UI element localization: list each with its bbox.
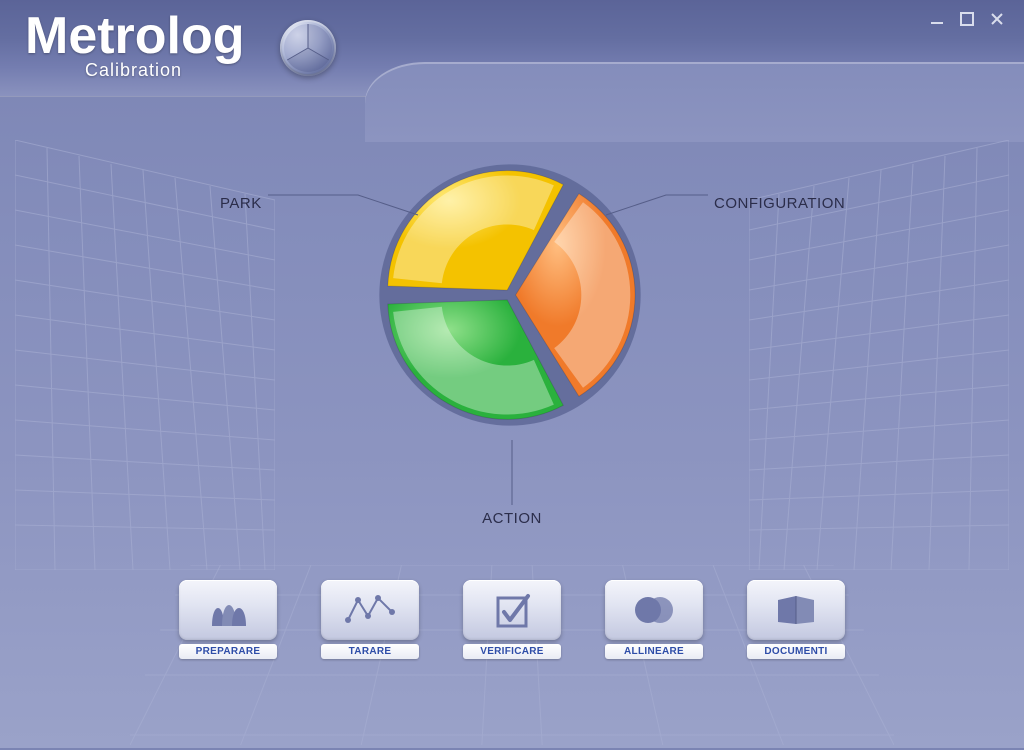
brand-name: Metrolog bbox=[25, 10, 245, 62]
maximize-button[interactable] bbox=[958, 10, 976, 28]
pie-label-config: CONFIGURATION bbox=[714, 195, 845, 212]
tarare-label: TARARE bbox=[321, 644, 419, 659]
minimize-button[interactable] bbox=[928, 10, 946, 28]
header-pie-icon bbox=[280, 20, 336, 76]
preparare-icon bbox=[179, 580, 277, 640]
close-button[interactable] bbox=[988, 10, 1006, 28]
documenti-icon bbox=[747, 580, 845, 640]
verificare-button[interactable]: VERIFICARE bbox=[463, 580, 561, 659]
main-pie-menu bbox=[370, 155, 650, 435]
allineare-icon bbox=[605, 580, 703, 640]
app-header: Metrolog Calibration bbox=[0, 0, 1024, 96]
verificare-label: VERIFICARE bbox=[463, 644, 561, 659]
verificare-icon bbox=[463, 580, 561, 640]
header-notch bbox=[365, 62, 1024, 142]
tarare-icon bbox=[321, 580, 419, 640]
allineare-button[interactable]: ALLINEARE bbox=[605, 580, 703, 659]
app-logo: Metrolog Calibration bbox=[25, 10, 245, 81]
pie-label-park: PARK bbox=[220, 195, 262, 212]
preparare-button[interactable]: PREPARARE bbox=[179, 580, 277, 659]
window-controls bbox=[928, 10, 1006, 28]
action-toolbar: PREPARARE TARARE VERIFICARE bbox=[0, 580, 1024, 659]
documenti-label: DOCUMENTI bbox=[747, 644, 845, 659]
preparare-label: PREPARARE bbox=[179, 644, 277, 659]
allineare-label: ALLINEARE bbox=[605, 644, 703, 659]
pie-label-action: ACTION bbox=[0, 510, 1024, 527]
documenti-button[interactable]: DOCUMENTI bbox=[747, 580, 845, 659]
tarare-button[interactable]: TARARE bbox=[321, 580, 419, 659]
